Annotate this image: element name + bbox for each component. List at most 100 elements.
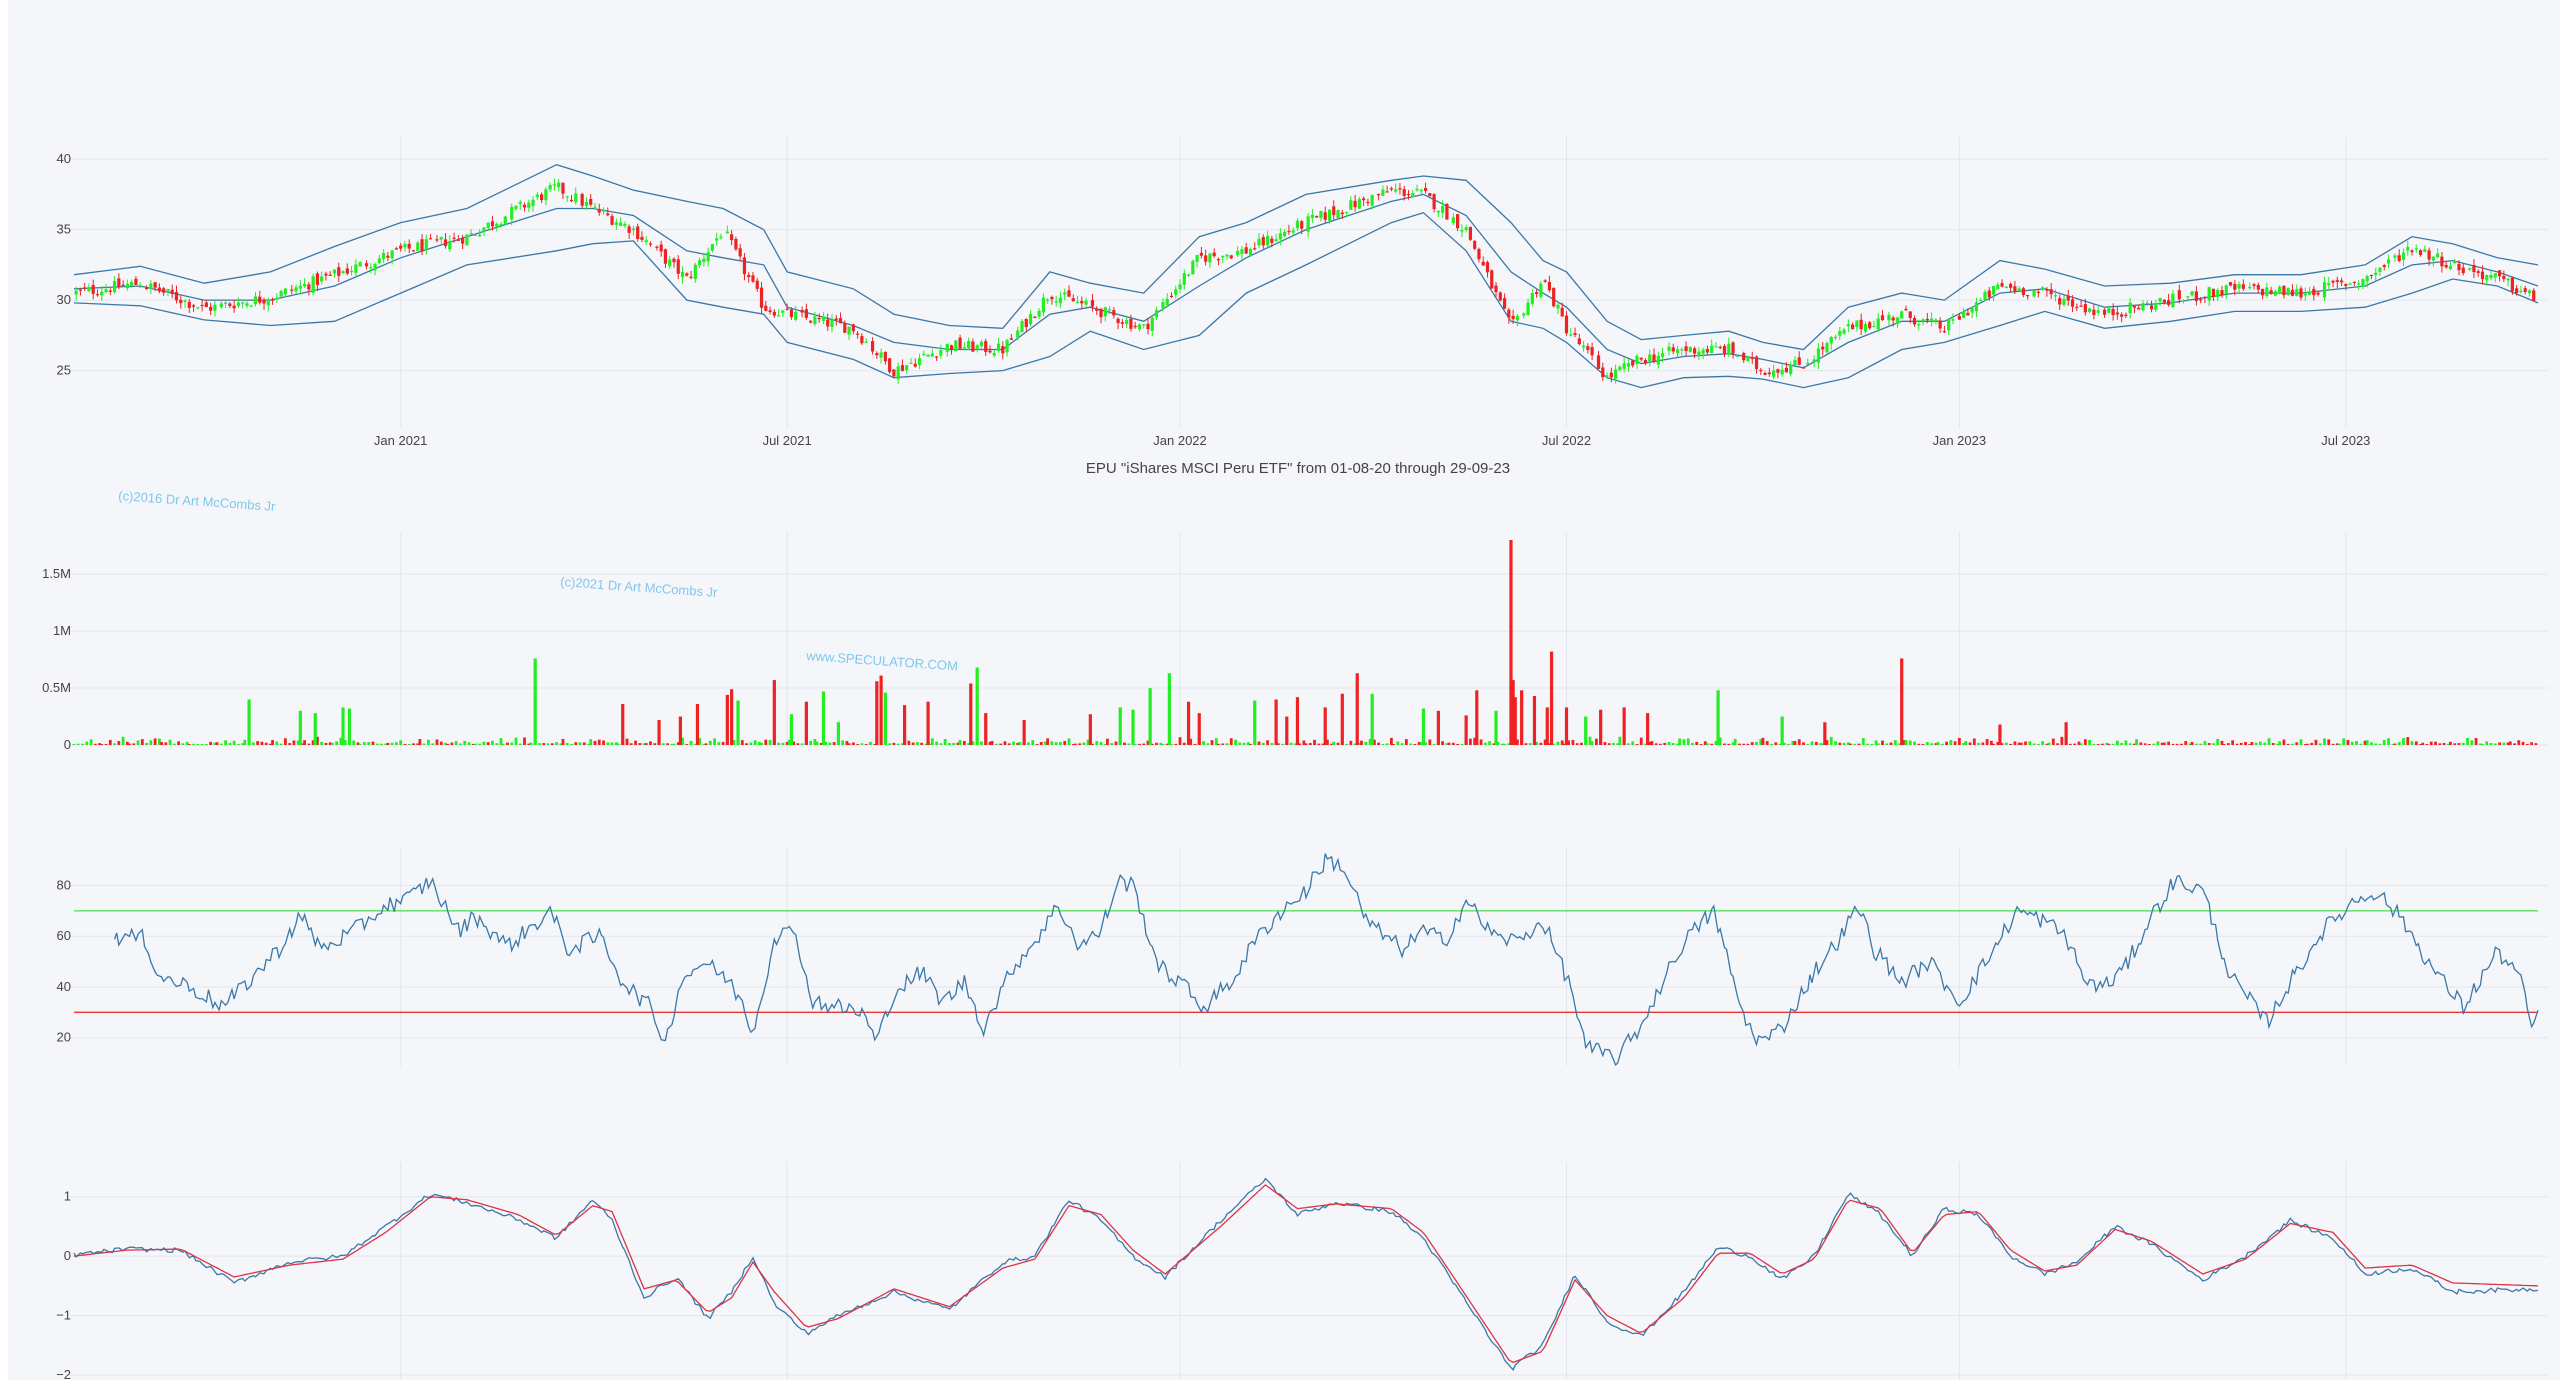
candle-body	[2220, 290, 2224, 296]
volume-bar	[288, 743, 292, 745]
candle-body	[610, 216, 614, 225]
candle-body	[495, 223, 499, 227]
volume-bar	[2318, 743, 2322, 745]
volume-bar	[313, 713, 317, 745]
volume-bar	[471, 743, 475, 745]
volume-bar	[1968, 742, 1972, 745]
candle-body	[1601, 367, 1605, 378]
candle-body	[856, 333, 860, 335]
candle-body	[2444, 264, 2448, 268]
candle-body	[1473, 240, 1477, 249]
candle-body	[1917, 324, 1921, 326]
candle-body	[1310, 214, 1315, 218]
volume-bar	[1635, 744, 1639, 745]
volume-bar	[1099, 741, 1103, 745]
volume-bar	[2096, 744, 2100, 745]
candle-body	[1868, 322, 1872, 329]
volume-bar	[1281, 743, 1284, 745]
volume-bar	[1039, 741, 1043, 745]
volume-bar	[892, 742, 896, 745]
volume-bar	[2111, 743, 2115, 745]
candle-body	[403, 243, 407, 248]
candle-body	[2252, 284, 2256, 286]
candle-body	[2453, 261, 2457, 264]
volume-bar	[1913, 741, 1916, 745]
volume-bar	[2032, 743, 2036, 745]
candle-body	[130, 281, 134, 286]
volume-bar	[279, 743, 283, 745]
volume-bar	[896, 743, 900, 745]
candle-body	[979, 341, 984, 347]
volume-bar	[2478, 743, 2482, 745]
volume-bar	[2194, 743, 2198, 745]
volume-bar	[1368, 739, 1372, 745]
candle-body	[1186, 274, 1191, 276]
volume-bar	[463, 740, 467, 745]
candle-body	[1569, 334, 1573, 336]
volume-bar	[634, 740, 637, 745]
volume-bar	[1866, 743, 1869, 745]
candle-body	[311, 276, 315, 293]
candle-body	[2519, 290, 2523, 293]
volume-bar	[2282, 739, 2286, 745]
candle-body	[892, 369, 896, 377]
candle-body	[399, 245, 403, 249]
volume-bar	[864, 744, 868, 745]
candle-body	[2414, 248, 2418, 250]
volume-bar	[1289, 742, 1293, 745]
candle-body	[971, 341, 975, 352]
candle-body	[1675, 349, 1680, 354]
candle-body	[1951, 319, 1955, 321]
volume-bar	[407, 743, 411, 745]
candle-body	[992, 352, 996, 356]
volume-bar	[1202, 741, 1205, 745]
candle-body	[1577, 338, 1581, 345]
volume-bar	[760, 742, 763, 745]
candle-body	[1182, 273, 1186, 285]
volume-bar	[1718, 737, 1722, 745]
volume-bar	[358, 743, 362, 745]
candle-body	[1947, 319, 1951, 331]
candle-body	[1394, 189, 1398, 192]
volume-bar	[356, 742, 360, 745]
candle-body	[416, 242, 420, 251]
candle-body	[482, 227, 486, 232]
candle-body	[2145, 302, 2149, 304]
volume-bar	[725, 694, 729, 745]
volume-bar	[1059, 742, 1062, 745]
volume-bar	[1261, 742, 1265, 745]
candle-body	[648, 243, 653, 245]
candle-body	[1075, 301, 1080, 304]
candle-body	[710, 244, 715, 251]
candle-body	[1789, 364, 1793, 375]
candle-body	[1855, 320, 1859, 328]
volume-bar	[1524, 743, 1528, 745]
candle-body	[1357, 199, 1361, 209]
volume-bar	[1142, 743, 1146, 745]
volume-bar	[832, 742, 836, 745]
volume-bar	[777, 742, 781, 745]
volume-bar	[2295, 742, 2299, 745]
candlesticks	[74, 178, 2536, 385]
volume-bar	[2036, 743, 2040, 745]
volume-bar	[962, 740, 966, 745]
volume-bar	[666, 743, 669, 745]
volume-bar	[339, 737, 343, 745]
volume-bar	[928, 743, 932, 745]
volume-bar	[2521, 741, 2525, 745]
candle-body	[2216, 289, 2220, 298]
candle-body	[909, 362, 913, 364]
volume-bar	[1949, 740, 1953, 745]
volume-bar	[1035, 744, 1039, 745]
candle-body	[1485, 262, 1490, 273]
candle-body	[1688, 346, 1692, 353]
candle-body	[448, 241, 452, 250]
volume-bar	[1082, 742, 1086, 745]
volume-bar	[956, 742, 960, 745]
volume-bar	[574, 742, 578, 745]
volume-bar	[980, 741, 983, 745]
candle-body	[1212, 252, 1216, 257]
volume-bar	[1349, 740, 1353, 745]
candle-body	[95, 294, 100, 296]
volume-bar	[1874, 740, 1878, 745]
